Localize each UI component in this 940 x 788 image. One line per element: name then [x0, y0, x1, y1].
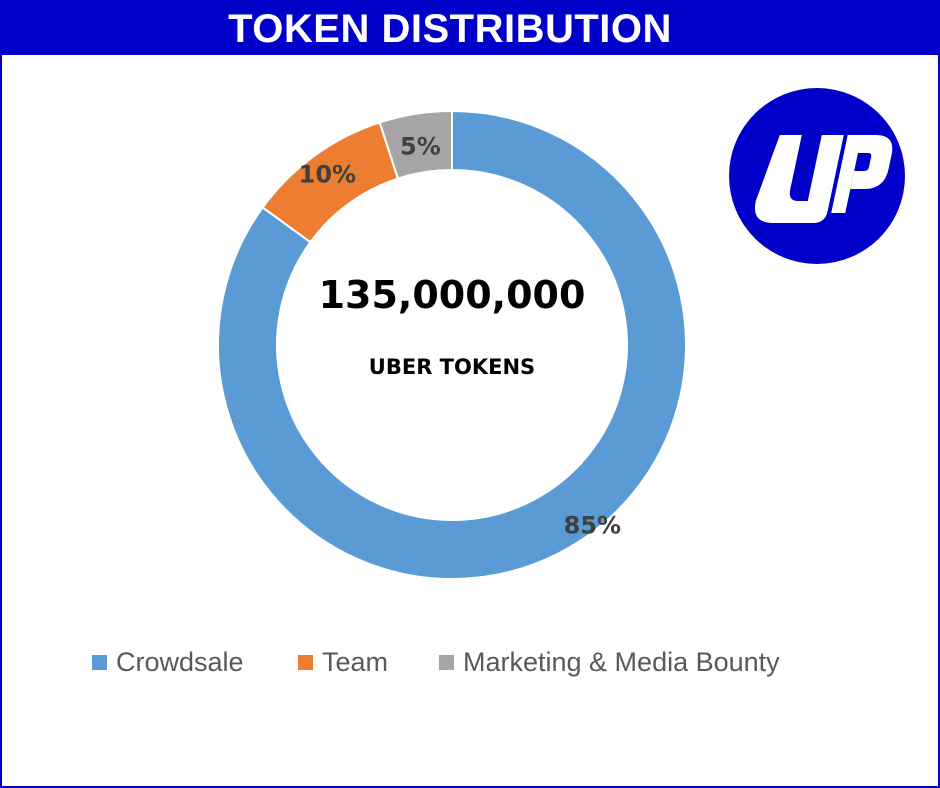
slice-labels-group: 85% 10% 5% [299, 132, 621, 539]
total-supply-unit: UBER TOKENS [369, 355, 535, 379]
legend-item-marketing: Marketing & Media Bounty [439, 646, 780, 678]
legend: Crowdsale Team Marketing & Media Bounty [0, 646, 940, 678]
slice-label-marketing-media-bounty: 5% [400, 132, 441, 160]
chart-title: TOKEN DISTRIBUTION [228, 7, 672, 51]
legend-item-crowdsale: Crowdsale [92, 646, 244, 678]
slice-crowdsale [217, 109, 687, 580]
chart-border [0, 55, 940, 788]
legend-swatch-marketing [439, 654, 454, 670]
legend-label-crowdsale: Crowdsale [116, 646, 244, 677]
slices-group [217, 109, 687, 580]
slice-label-team: 10% [299, 160, 356, 188]
slice-label-crowdsale: 85% [564, 512, 621, 540]
title-bar: TOKEN DISTRIBUTION [0, 0, 940, 55]
total-supply-value: 135,000,000 [319, 273, 586, 317]
legend-swatch-crowdsale [92, 654, 107, 670]
legend-swatch-team [298, 654, 313, 670]
slice-marketing-media-bounty [378, 109, 453, 180]
logo-letters [755, 135, 893, 223]
up-logo-icon [729, 88, 905, 264]
legend-label-marketing: Marketing & Media Bounty [463, 646, 780, 677]
legend-label-team: Team [322, 646, 389, 677]
legend-item-team: Team [298, 646, 388, 678]
